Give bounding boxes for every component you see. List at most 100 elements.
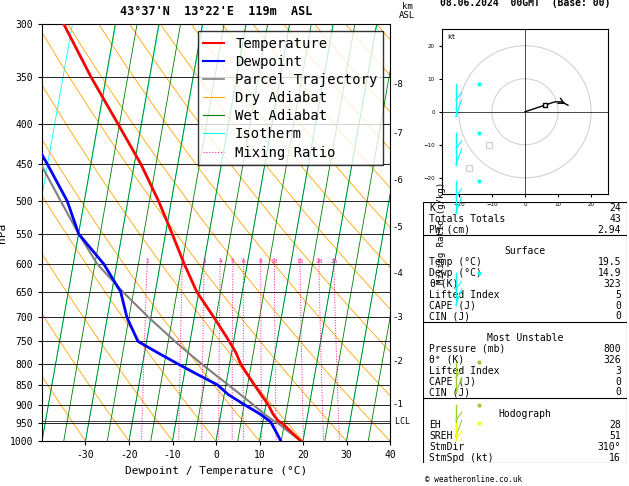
Text: 0: 0 <box>615 312 621 321</box>
Temperature <box>279 420 286 426</box>
Temperature <box>155 198 162 204</box>
Text: 3: 3 <box>615 365 621 376</box>
Temperature <box>237 361 244 366</box>
Parcel Trajectory <box>0 74 1 80</box>
Text: θᵉ(K): θᵉ(K) <box>429 279 459 289</box>
Text: 43: 43 <box>609 214 621 224</box>
Parcel Trajectory <box>57 198 64 204</box>
Text: -6: -6 <box>392 176 403 186</box>
Dewpoint <box>0 21 3 27</box>
Text: 2.94: 2.94 <box>598 225 621 235</box>
Dewpoint <box>267 420 275 426</box>
Temperature <box>60 21 67 27</box>
Temperature <box>114 121 121 126</box>
Text: Temp (°C): Temp (°C) <box>429 257 482 267</box>
Dewpoint <box>100 261 108 267</box>
Text: 20: 20 <box>315 259 323 264</box>
Parcel Trajectory <box>119 289 126 295</box>
Temperature <box>193 289 201 295</box>
Temperature <box>264 401 272 407</box>
Dewpoint <box>134 338 142 344</box>
Text: 800: 800 <box>603 344 621 354</box>
Text: kt: kt <box>447 34 456 40</box>
Temperature <box>137 161 145 167</box>
Text: -2: -2 <box>392 357 403 366</box>
Text: CIN (J): CIN (J) <box>429 387 470 398</box>
Text: 08.06.2024  00GMT  (Base: 00): 08.06.2024 00GMT (Base: 00) <box>440 0 610 8</box>
Text: -7: -7 <box>392 128 403 138</box>
Temperature <box>87 74 95 80</box>
Parcel Trajectory <box>37 161 45 167</box>
Text: 16: 16 <box>609 452 621 463</box>
Text: Hodograph: Hodograph <box>499 409 552 419</box>
Text: -3: -3 <box>392 313 403 322</box>
Parcel Trajectory <box>225 382 232 388</box>
Parcel Trajectory <box>75 231 82 237</box>
Dewpoint <box>64 198 71 204</box>
Parcel Trajectory <box>198 361 205 366</box>
Text: 0: 0 <box>615 300 621 311</box>
Text: Dewp (°C): Dewp (°C) <box>429 268 482 278</box>
Parcel Trajectory <box>274 420 282 426</box>
Temperature <box>297 438 304 444</box>
Text: K: K <box>429 203 435 213</box>
Parcel Trajectory <box>260 411 268 417</box>
Line: Parcel Trajectory: Parcel Trajectory <box>0 24 301 441</box>
Text: CAPE (J): CAPE (J) <box>429 300 476 311</box>
Parcel Trajectory <box>297 438 304 444</box>
Text: 10: 10 <box>270 259 278 264</box>
Line: Dewpoint: Dewpoint <box>0 24 281 441</box>
Temperature <box>169 231 176 237</box>
Text: StmDir: StmDir <box>429 442 464 451</box>
Text: CAPE (J): CAPE (J) <box>429 377 476 386</box>
Parcel Trajectory <box>249 401 257 407</box>
Temperature <box>181 261 188 267</box>
Text: CIN (J): CIN (J) <box>429 312 470 321</box>
Dewpoint <box>75 231 82 237</box>
Text: PW (cm): PW (cm) <box>429 225 470 235</box>
Temperature <box>287 429 295 435</box>
Text: 28: 28 <box>609 420 621 430</box>
Text: 0: 0 <box>615 387 621 398</box>
Dewpoint <box>240 401 248 407</box>
Dewpoint <box>277 438 284 444</box>
Parcel Trajectory <box>237 392 245 398</box>
Temperature <box>232 350 240 356</box>
Parcel Trajectory <box>270 418 277 424</box>
Text: 2: 2 <box>181 259 184 264</box>
Line: Temperature: Temperature <box>64 24 301 441</box>
Text: 6: 6 <box>242 259 245 264</box>
Text: 326: 326 <box>603 355 621 365</box>
Dewpoint <box>21 121 28 126</box>
Text: 25: 25 <box>330 259 338 264</box>
Dewpoint <box>44 161 52 167</box>
Text: EH: EH <box>429 420 441 430</box>
Text: 5: 5 <box>615 290 621 300</box>
Text: -8: -8 <box>392 80 403 89</box>
Temperature <box>243 371 251 377</box>
Text: Lifted Index: Lifted Index <box>429 365 499 376</box>
Temperature <box>226 338 233 344</box>
Text: 1: 1 <box>145 259 149 264</box>
Text: 3: 3 <box>203 259 206 264</box>
Temperature <box>274 418 282 424</box>
Dewpoint <box>123 314 131 320</box>
Text: Most Unstable: Most Unstable <box>487 333 563 343</box>
Text: 323: 323 <box>603 279 621 289</box>
Text: SREH: SREH <box>429 431 453 441</box>
Dewpoint <box>3 74 10 80</box>
Text: 24: 24 <box>609 203 621 213</box>
Y-axis label: hPa: hPa <box>0 223 7 243</box>
Text: 43°37'N  13°22'E  119m  ASL: 43°37'N 13°22'E 119m ASL <box>120 5 312 18</box>
Text: -1: -1 <box>392 400 403 409</box>
Text: 19.5: 19.5 <box>598 257 621 267</box>
Text: 8: 8 <box>259 259 263 264</box>
Parcel Trajectory <box>286 429 293 435</box>
Text: 51: 51 <box>609 431 621 441</box>
Dewpoint <box>266 418 274 424</box>
Temperature <box>210 314 218 320</box>
Text: © weatheronline.co.uk: © weatheronline.co.uk <box>425 475 522 484</box>
Text: -5: -5 <box>392 223 403 232</box>
Text: 0: 0 <box>615 377 621 386</box>
Dewpoint <box>154 350 162 356</box>
